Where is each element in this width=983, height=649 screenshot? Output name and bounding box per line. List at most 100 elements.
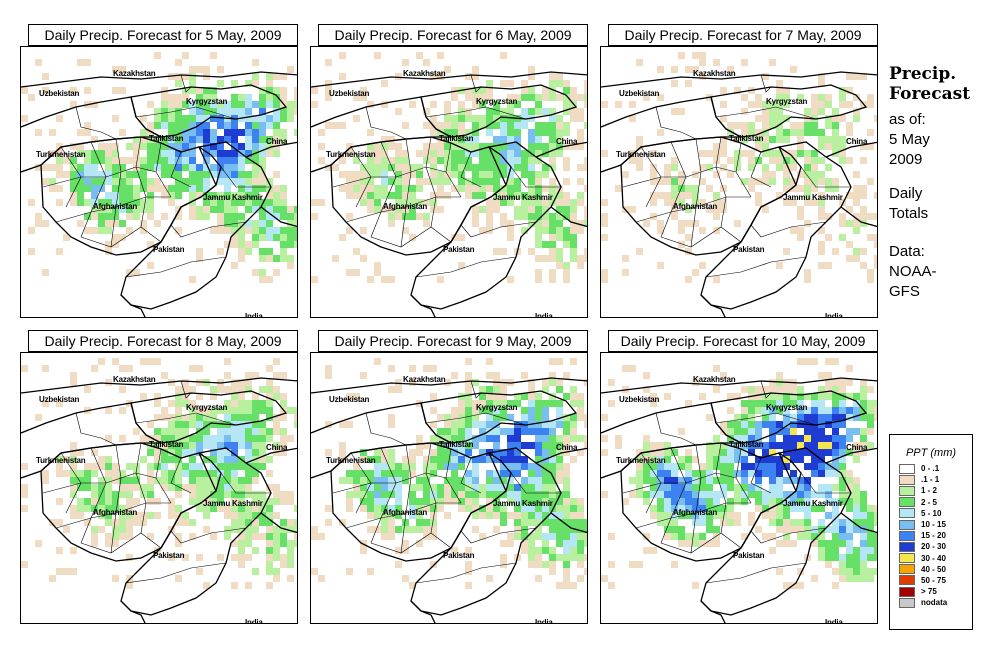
precip-cell: [70, 192, 77, 199]
precip-cell: [493, 206, 500, 213]
precip-cell: [521, 87, 528, 94]
precip-cell: [360, 94, 367, 101]
precip-cell: [549, 533, 556, 540]
precip-cell: [678, 192, 685, 199]
precip-cell: [874, 407, 877, 414]
province-boundary: [80, 226, 162, 248]
precip-cell: [259, 185, 266, 192]
precip-cell: [867, 428, 874, 435]
precip-cell: [622, 498, 629, 505]
precip-cell: [748, 164, 755, 171]
precip-cell: [514, 213, 521, 220]
precip-cell: [650, 393, 657, 400]
precip-cell: [182, 463, 189, 470]
precip-cell: [154, 463, 161, 470]
precip-cell: [203, 456, 210, 463]
precip-cell: [685, 206, 692, 213]
precip-cell: [381, 519, 388, 526]
precip-cell: [528, 547, 535, 554]
precip-cell: [203, 171, 210, 178]
precip-cell: [685, 248, 692, 255]
precip-cell: [685, 449, 692, 456]
precip-cell: [860, 379, 867, 386]
precip-cell: [388, 519, 395, 526]
precip-cell: [84, 178, 91, 185]
precip-cell: [713, 386, 720, 393]
precip-cell: [601, 575, 608, 582]
precip-cell: [294, 227, 297, 234]
precip-cell: [556, 94, 563, 101]
precip-cell: [416, 512, 423, 519]
precip-cell: [325, 519, 332, 526]
precip-cell: [479, 101, 486, 108]
precip-cell: [762, 407, 769, 414]
precip-cell: [266, 470, 273, 477]
precip-cell: [458, 414, 465, 421]
precip-cell: [224, 386, 231, 393]
precip-cell: [168, 477, 175, 484]
legend-label: .1 - 1: [921, 475, 940, 485]
precip-cell: [374, 526, 381, 533]
precip-cell: [444, 498, 451, 505]
precip-cell: [556, 255, 563, 262]
precip-cell: [175, 484, 182, 491]
precip-cell: [259, 442, 266, 449]
precip-cell: [699, 484, 706, 491]
precip-cell: [734, 449, 741, 456]
country-border: [840, 512, 877, 534]
map-label-tajikistan: Tajikistan: [149, 440, 184, 449]
precip-cell: [245, 241, 252, 248]
precip-cell: [119, 192, 126, 199]
precip-cell: [542, 442, 549, 449]
precip-cell: [860, 505, 867, 512]
precip-cell: [259, 491, 266, 498]
province-boundary: [125, 256, 227, 278]
precip-cell: [493, 400, 500, 407]
precip-cell: [451, 547, 458, 554]
precip-cell: [182, 52, 189, 59]
precip-cell: [493, 178, 500, 185]
precip-cell: [245, 533, 252, 540]
province-boundary: [750, 457, 772, 494]
precip-cell: [521, 414, 528, 421]
precip-cell: [500, 449, 507, 456]
precip-cell: [479, 449, 486, 456]
province-boundary: [80, 532, 162, 554]
precip-cell: [577, 519, 584, 526]
precip-cell: [825, 136, 832, 143]
precip-cell: [755, 505, 762, 512]
precip-cell: [318, 157, 325, 164]
precip-cell: [423, 199, 430, 206]
precip-cell: [245, 540, 252, 547]
precip-cell: [35, 59, 42, 66]
precip-cell: [437, 414, 444, 421]
precip-cell: [395, 491, 402, 498]
precip-cell: [409, 505, 416, 512]
precip-cell: [332, 255, 339, 262]
map-label-india: India: [825, 312, 843, 318]
country-border: [21, 402, 162, 479]
precip-cell: [500, 428, 507, 435]
precip-cell: [395, 157, 402, 164]
precip-cell: [846, 575, 853, 582]
precip-cell: [119, 484, 126, 491]
precip-cell: [423, 59, 430, 66]
precip-cell: [224, 428, 231, 435]
precip-cell: [140, 136, 147, 143]
precip-cell: [360, 372, 367, 379]
precip-cell: [874, 512, 877, 519]
precip-cell: [542, 241, 549, 248]
map-canvas: [21, 358, 297, 623]
precip-cell: [294, 421, 297, 428]
precip-cell: [783, 393, 790, 400]
precip-cell: [451, 477, 458, 484]
precip-cell: [458, 484, 465, 491]
precip-cell: [542, 199, 549, 206]
precip-cell: [252, 505, 259, 512]
precip-cell: [430, 150, 437, 157]
precip-cell: [273, 206, 280, 213]
precip-cell: [556, 421, 563, 428]
precip-cell: [224, 136, 231, 143]
precip-cell: [860, 519, 867, 526]
map-canvas: [21, 52, 297, 317]
